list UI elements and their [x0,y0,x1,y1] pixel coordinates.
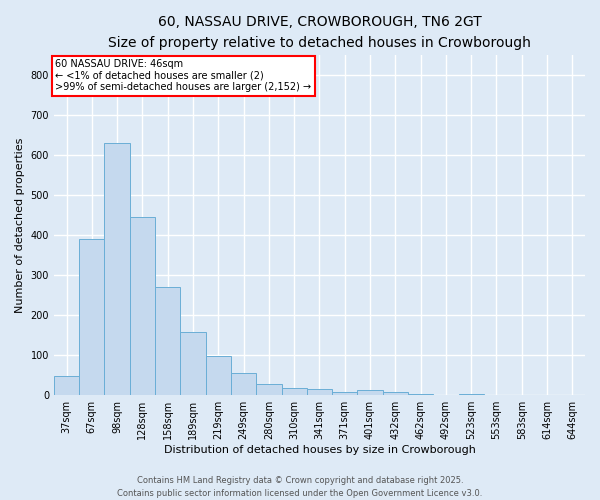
Bar [408,394,433,395]
Text: Contains HM Land Registry data © Crown copyright and database right 2025.
Contai: Contains HM Land Registry data © Crown c… [118,476,482,498]
Bar [307,389,332,395]
Bar [458,394,484,395]
X-axis label: Distribution of detached houses by size in Crowborough: Distribution of detached houses by size … [164,445,475,455]
Bar [256,384,281,395]
Bar [332,392,358,395]
Y-axis label: Number of detached properties: Number of detached properties [15,138,25,313]
Bar [281,388,307,395]
Title: 60, NASSAU DRIVE, CROWBOROUGH, TN6 2GT
Size of property relative to detached hou: 60, NASSAU DRIVE, CROWBOROUGH, TN6 2GT S… [108,15,531,50]
Text: 60 NASSAU DRIVE: 46sqm
← <1% of detached houses are smaller (2)
>99% of semi-det: 60 NASSAU DRIVE: 46sqm ← <1% of detached… [55,59,311,92]
Bar [54,376,79,395]
Bar [104,143,130,395]
Bar [79,239,104,395]
Bar [181,332,206,395]
Bar [206,356,231,395]
Bar [231,373,256,395]
Bar [130,217,155,395]
Bar [358,390,383,395]
Bar [155,287,181,395]
Bar [383,392,408,395]
